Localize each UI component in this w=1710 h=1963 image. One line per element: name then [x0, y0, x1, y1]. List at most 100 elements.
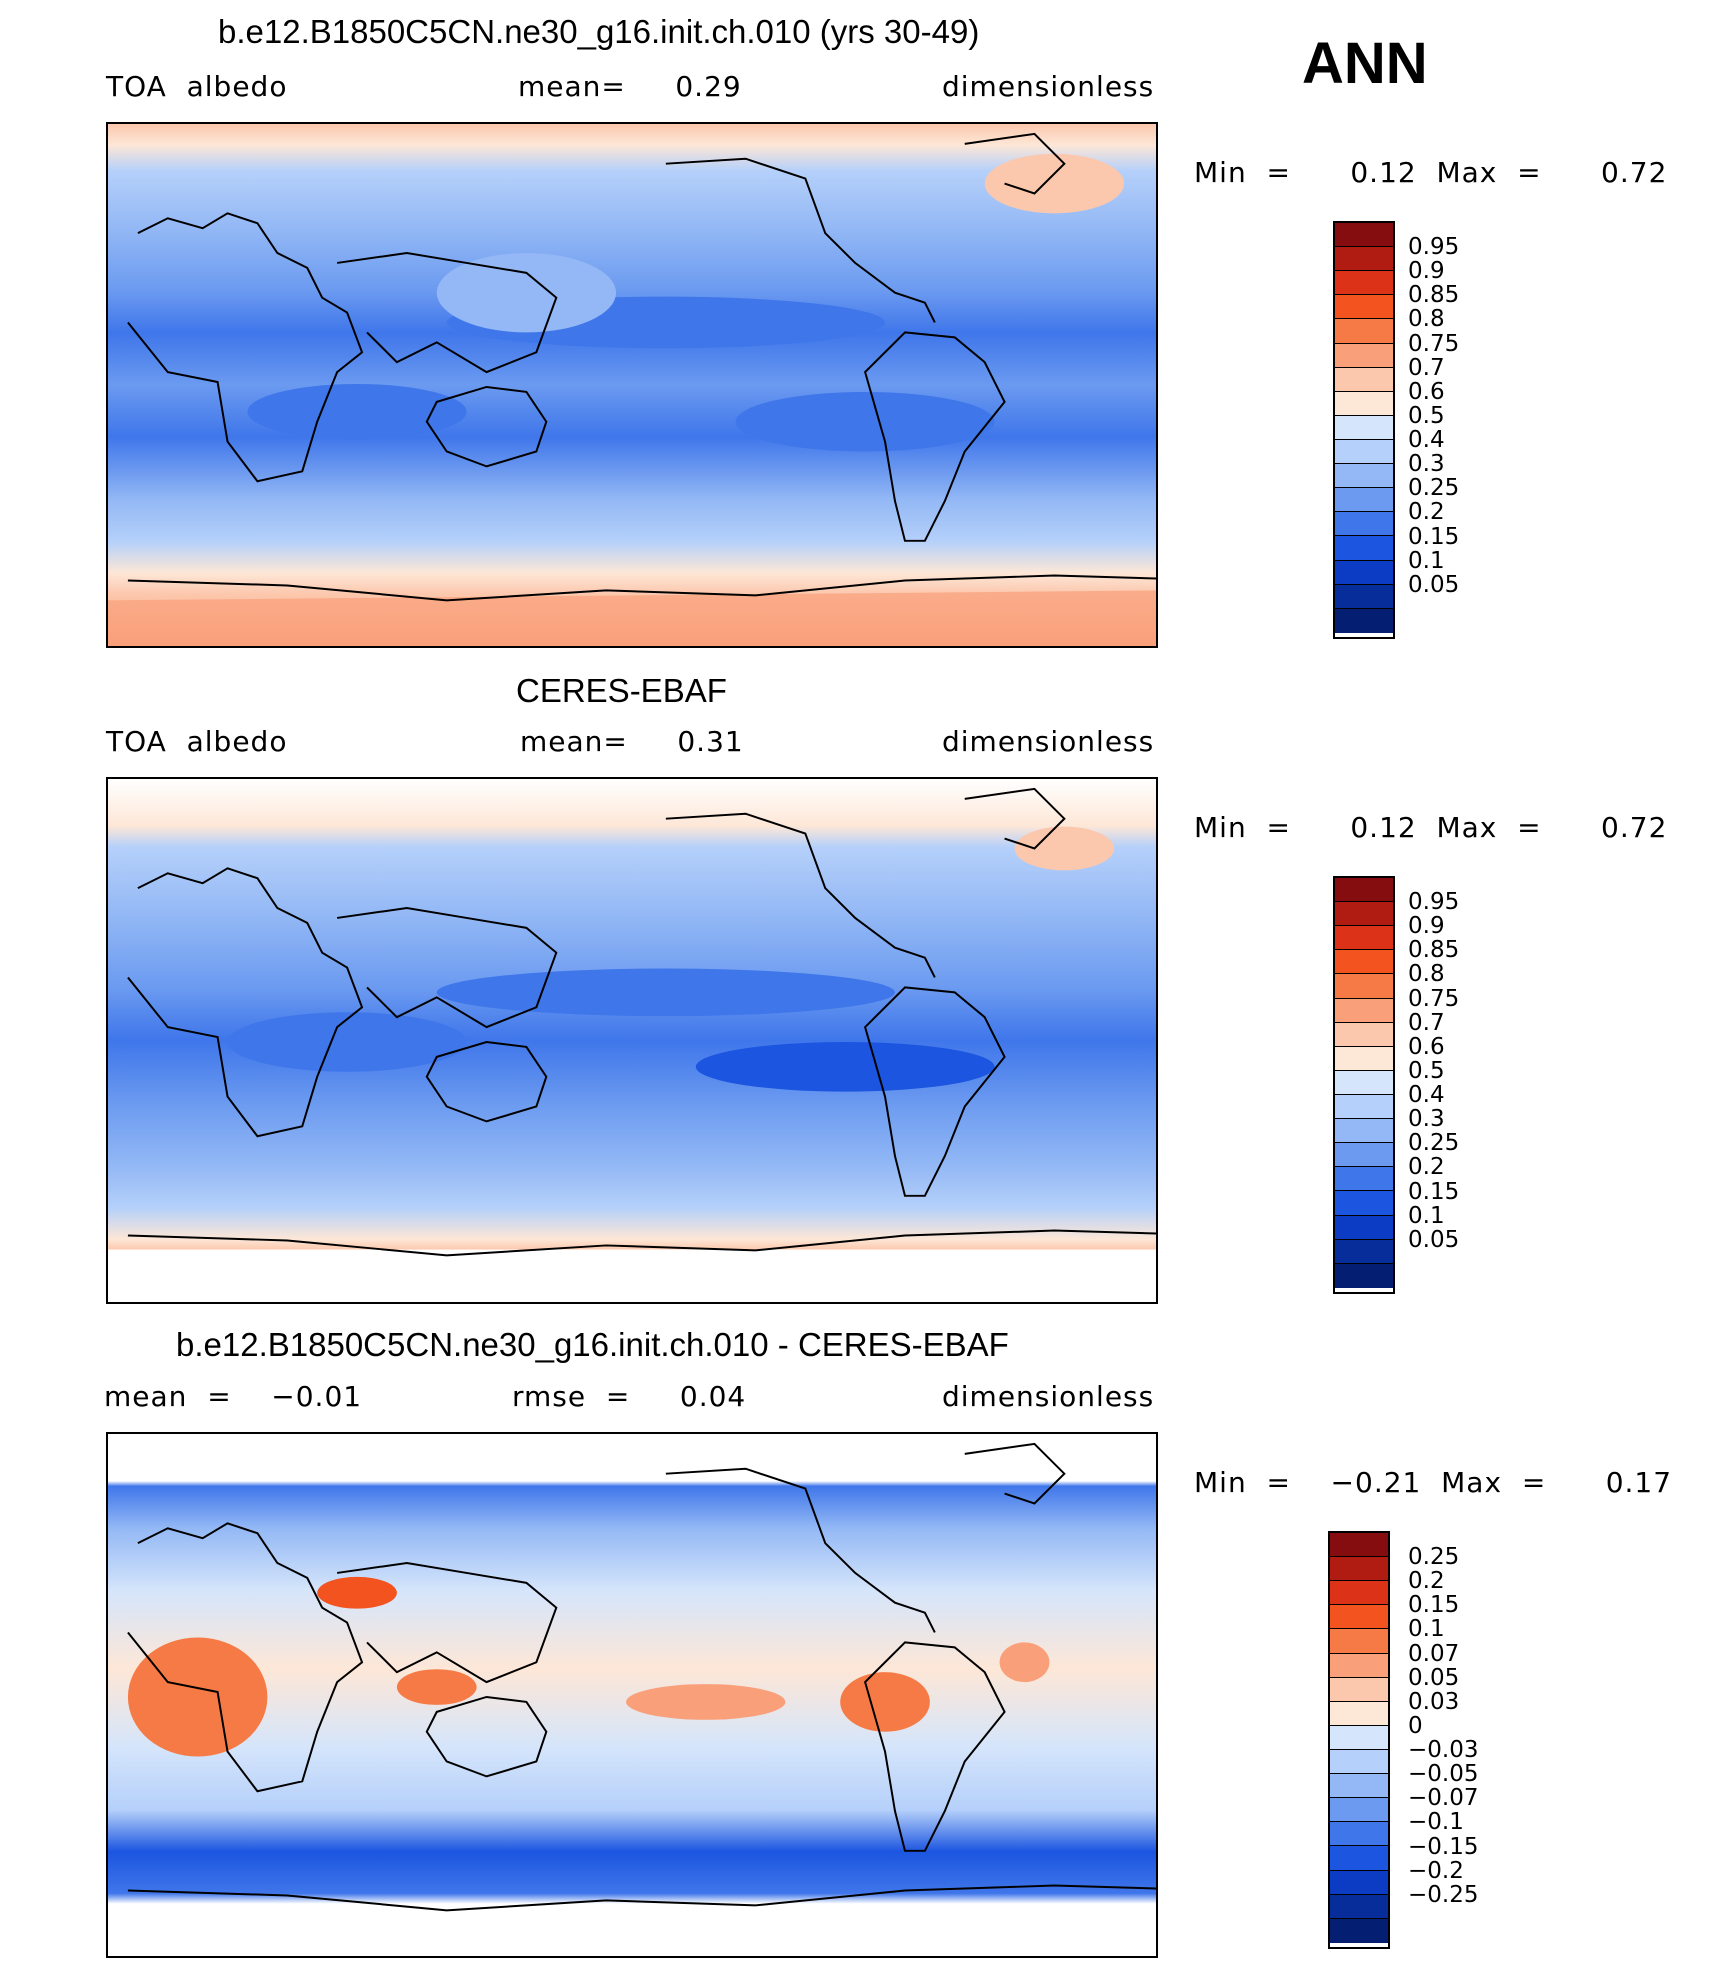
colorbar-swatch	[1330, 1846, 1388, 1871]
colorbar-tick-label: 0.2	[1408, 1568, 1445, 1595]
colorbar-swatch	[1335, 584, 1393, 609]
panel-2-title: CERES-EBAF	[516, 672, 727, 709]
colorbar-tick-label: 0.95	[1408, 889, 1460, 916]
colorbar-swatch	[1335, 1119, 1393, 1144]
colorbar-tick-label: 0.1	[1408, 1616, 1445, 1643]
season-label: ANN	[1302, 31, 1428, 96]
colorbar-tick-label: 0.4	[1408, 427, 1445, 454]
colorbar-swatch	[1335, 223, 1393, 248]
colorbar-swatch	[1335, 271, 1393, 296]
colorbar-tick-label: 0.25	[1408, 1544, 1460, 1571]
colorbar-swatch	[1335, 950, 1393, 975]
colorbar-swatch	[1335, 1094, 1393, 1120]
colorbar-tick-label: 0.15	[1408, 523, 1460, 550]
colorbar-tick-label: 0.03	[1408, 1688, 1460, 1715]
colorbar-swatch	[1330, 1870, 1388, 1895]
colorbar-swatch	[1335, 367, 1393, 392]
colorbar-swatch	[1335, 560, 1393, 585]
colorbar-swatch	[1335, 926, 1393, 951]
panel-1-minmax: Min = 0.12 Max = 0.72	[1194, 156, 1668, 189]
panel-3-units-label: dimensionless	[942, 1380, 1155, 1413]
panel-1-map	[106, 122, 1158, 648]
colorbar-tick-label: −0.05	[1408, 1761, 1479, 1788]
panel-1-units-label: dimensionless	[942, 70, 1155, 103]
colorbar-swatch	[1330, 1725, 1388, 1750]
panel-3-title: b.e12.B1850C5CN.ne30_g16.init.ch.010 - C…	[176, 1326, 1009, 1363]
colorbar-tick-label: −0.2	[1408, 1857, 1464, 1884]
panel-2-colorbar	[1333, 876, 1395, 1294]
colorbar-swatch	[1330, 1653, 1388, 1678]
colorbar-tick-label: 0.7	[1408, 354, 1445, 381]
colorbar-tick-label: −0.03	[1408, 1737, 1479, 1764]
colorbar-tick-label: 0.8	[1408, 961, 1445, 988]
colorbar-swatch	[1330, 1581, 1388, 1606]
colorbar-swatch	[1335, 902, 1393, 927]
colorbar-swatch	[1335, 247, 1393, 272]
colorbar-swatch	[1335, 1143, 1393, 1168]
colorbar-swatch	[1335, 439, 1393, 465]
panel-2-units-label: dimensionless	[942, 725, 1155, 758]
colorbar-swatch	[1335, 974, 1393, 999]
colorbar-swatch	[1335, 1239, 1393, 1264]
colorbar-tick-label: 0.9	[1408, 258, 1445, 285]
colorbar-swatch	[1335, 391, 1393, 416]
colorbar-tick-label: 0.07	[1408, 1640, 1460, 1667]
colorbar-tick-label: 0	[1408, 1712, 1423, 1739]
colorbar-swatch	[1330, 1605, 1388, 1630]
colorbar-swatch	[1335, 1191, 1393, 1216]
panel-2-mean-label: mean= 0.31	[520, 725, 744, 758]
colorbar-tick-label: 0.3	[1408, 1106, 1445, 1133]
panel-3-map	[106, 1432, 1158, 1958]
colorbar-swatch	[1330, 1533, 1388, 1558]
colorbar-swatch	[1335, 1263, 1393, 1288]
panel-3-mean-label: mean = −0.01	[104, 1380, 363, 1413]
colorbar-swatch	[1335, 536, 1393, 561]
colorbar-tick-label: 0.2	[1408, 499, 1445, 526]
colorbar-tick-label: 0.7	[1408, 1009, 1445, 1036]
colorbar-tick-label: 0.5	[1408, 1057, 1445, 1084]
colorbar-tick-label: 0.95	[1408, 234, 1460, 261]
colorbar-swatch	[1330, 1629, 1388, 1654]
colorbar-tick-label: −0.25	[1408, 1881, 1479, 1908]
colorbar-swatch	[1330, 1798, 1388, 1823]
colorbar-swatch	[1330, 1894, 1388, 1919]
colorbar-tick-label: 0.2	[1408, 1154, 1445, 1181]
panel-3-rmse-label: rmse = 0.04	[512, 1380, 747, 1413]
panel-1-colorbar	[1333, 221, 1395, 639]
panel-1-variable-label: TOA albedo	[106, 70, 288, 103]
colorbar-swatch	[1335, 295, 1393, 320]
colorbar-swatch	[1335, 512, 1393, 537]
colorbar-swatch	[1335, 415, 1393, 440]
colorbar-tick-label: 0.05	[1408, 571, 1460, 598]
colorbar-tick-label: 0.15	[1408, 1178, 1460, 1205]
colorbar-tick-label: 0.9	[1408, 913, 1445, 940]
colorbar-swatch	[1335, 343, 1393, 368]
panel-2-map	[106, 777, 1158, 1304]
colorbar-swatch	[1335, 319, 1393, 344]
colorbar-swatch	[1335, 488, 1393, 513]
panel-2-minmax: Min = 0.12 Max = 0.72	[1194, 811, 1668, 844]
colorbar-swatch	[1335, 1022, 1393, 1047]
colorbar-tick-label: 0.25	[1408, 475, 1460, 502]
colorbar-swatch	[1330, 1701, 1388, 1726]
colorbar-swatch	[1335, 464, 1393, 489]
colorbar-swatch	[1330, 1774, 1388, 1799]
colorbar-tick-label: −0.07	[1408, 1785, 1479, 1812]
colorbar-tick-label: 0.4	[1408, 1082, 1445, 1109]
panel-2-variable-label: TOA albedo	[106, 725, 288, 758]
colorbar-tick-label: 0.75	[1408, 330, 1460, 357]
colorbar-tick-label: 0.75	[1408, 985, 1460, 1012]
colorbar-swatch	[1335, 1167, 1393, 1192]
panel-1-title: b.e12.B1850C5CN.ne30_g16.init.ch.010 (yr…	[218, 13, 980, 50]
colorbar-swatch	[1335, 608, 1393, 633]
colorbar-tick-label: 0.05	[1408, 1226, 1460, 1253]
colorbar-tick-label: 0.1	[1408, 547, 1445, 574]
colorbar-swatch	[1330, 1918, 1388, 1943]
colorbar-swatch	[1335, 1046, 1393, 1071]
colorbar-swatch	[1335, 998, 1393, 1023]
colorbar-tick-label: −0.15	[1408, 1833, 1479, 1860]
colorbar-tick-label: 0.6	[1408, 1033, 1445, 1060]
colorbar-tick-label: 0.85	[1408, 937, 1460, 964]
colorbar-swatch	[1335, 1070, 1393, 1095]
colorbar-tick-label: −0.1	[1408, 1809, 1464, 1836]
